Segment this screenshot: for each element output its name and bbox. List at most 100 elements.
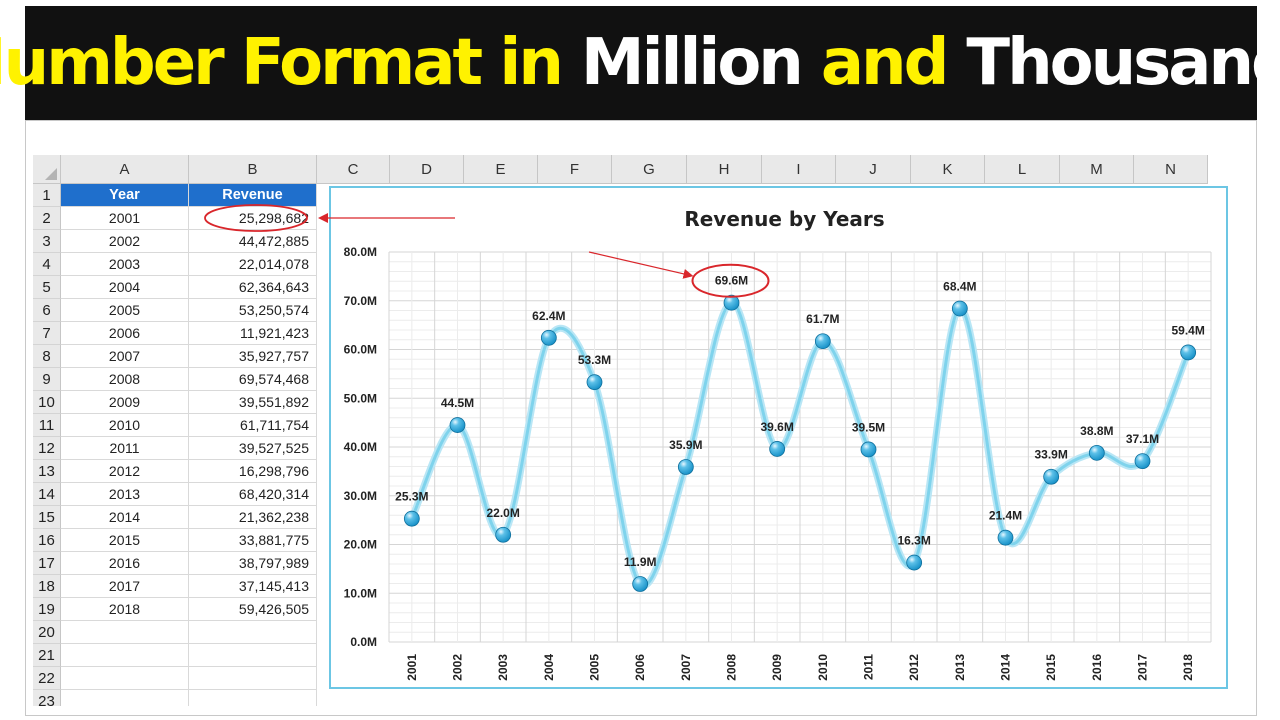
data-point[interactable] [632, 576, 649, 592]
cell-revenue[interactable]: 69,574,468 [189, 368, 317, 391]
data-point[interactable] [677, 459, 694, 475]
row-header-23[interactable]: 23 [33, 690, 61, 706]
cell-year[interactable]: 2017 [61, 575, 189, 598]
row-header-4[interactable]: 4 [33, 253, 61, 276]
cell-revenue[interactable]: 61,711,754 [189, 414, 317, 437]
row-header-3[interactable]: 3 [33, 230, 61, 253]
column-header-a[interactable]: A [61, 155, 189, 184]
column-header-c[interactable]: C [317, 155, 390, 184]
cell-year[interactable]: 2010 [61, 414, 189, 437]
cell-empty[interactable] [61, 644, 189, 667]
cell-year[interactable]: 2007 [61, 345, 189, 368]
row-header-15[interactable]: 15 [33, 506, 61, 529]
cell-year[interactable]: 2009 [61, 391, 189, 414]
cell-revenue[interactable]: 16,298,796 [189, 460, 317, 483]
row-header-2[interactable]: 2 [33, 207, 61, 230]
column-header-n[interactable]: N [1134, 155, 1208, 184]
cell-year[interactable]: 2005 [61, 299, 189, 322]
cell-year[interactable]: 2002 [61, 230, 189, 253]
row-header-16[interactable]: 16 [33, 529, 61, 552]
cell-empty[interactable] [189, 667, 317, 690]
row-header-21[interactable]: 21 [33, 644, 61, 667]
revenue-chart[interactable]: Revenue by Years 0.0M 10.0M 20.0M 30.0M 40.0M… [329, 186, 1228, 689]
cell-revenue[interactable]: 25,298,682 [189, 207, 317, 230]
select-all-corner[interactable] [33, 155, 61, 184]
row-header-14[interactable]: 14 [33, 483, 61, 506]
data-point[interactable] [906, 554, 923, 571]
data-point[interactable] [1043, 468, 1060, 485]
row-header-10[interactable]: 10 [33, 391, 61, 414]
cell-empty[interactable] [189, 644, 317, 667]
data-point[interactable] [1088, 444, 1105, 461]
cell-year[interactable]: 2006 [61, 322, 189, 345]
cell-empty[interactable] [61, 621, 189, 644]
cell-year[interactable]: 2008 [61, 368, 189, 391]
series-line[interactable] [410, 301, 1190, 588]
cell-revenue[interactable]: 21,362,238 [189, 506, 317, 529]
column-header-h[interactable]: H [687, 155, 762, 184]
cell-year[interactable]: 2004 [61, 276, 189, 299]
data-point[interactable] [540, 329, 557, 346]
cell-empty[interactable] [61, 690, 189, 706]
data-point[interactable] [586, 374, 603, 391]
row-header-1[interactable]: 1 [33, 184, 61, 207]
cell-header-year[interactable]: Year [61, 184, 189, 207]
cell-year[interactable]: 2014 [61, 506, 189, 529]
cell-empty[interactable] [61, 667, 189, 690]
data-point[interactable] [723, 294, 740, 311]
row-header-19[interactable]: 19 [33, 598, 61, 621]
column-header-j[interactable]: J [836, 155, 911, 184]
cell-empty[interactable] [189, 621, 317, 644]
row-header-5[interactable]: 5 [33, 276, 61, 299]
data-point[interactable] [997, 529, 1014, 546]
data-point[interactable] [495, 526, 512, 543]
data-point[interactable] [1180, 344, 1197, 361]
cell-revenue[interactable]: 62,364,643 [189, 276, 317, 299]
cell-year[interactable]: 2018 [61, 598, 189, 621]
cell-year[interactable]: 2012 [61, 460, 189, 483]
cell-year[interactable]: 2016 [61, 552, 189, 575]
cell-revenue[interactable]: 59,426,505 [189, 598, 317, 621]
row-header-6[interactable]: 6 [33, 299, 61, 322]
column-header-g[interactable]: G [612, 155, 687, 184]
row-header-7[interactable]: 7 [33, 322, 61, 345]
data-point[interactable] [860, 441, 877, 458]
cell-year[interactable]: 2001 [61, 207, 189, 230]
data-point[interactable] [814, 333, 831, 350]
row-header-18[interactable]: 18 [33, 575, 61, 598]
cell-revenue[interactable]: 33,881,775 [189, 529, 317, 552]
cell-year[interactable]: 2015 [61, 529, 189, 552]
column-header-l[interactable]: L [985, 155, 1060, 184]
cell-year[interactable]: 2011 [61, 437, 189, 460]
cell-revenue[interactable]: 35,927,757 [189, 345, 317, 368]
row-header-20[interactable]: 20 [33, 621, 61, 644]
data-point[interactable] [403, 510, 420, 527]
row-header-11[interactable]: 11 [33, 414, 61, 437]
cell-revenue[interactable]: 11,921,423 [189, 322, 317, 345]
row-header-8[interactable]: 8 [33, 345, 61, 368]
cell-header-revenue[interactable]: Revenue [189, 184, 317, 207]
data-point[interactable] [769, 441, 786, 457]
column-header-m[interactable]: M [1060, 155, 1134, 184]
cell-revenue[interactable]: 38,797,989 [189, 552, 317, 575]
column-header-b[interactable]: B [189, 155, 317, 184]
row-header-17[interactable]: 17 [33, 552, 61, 575]
row-header-22[interactable]: 22 [33, 667, 61, 690]
cell-revenue[interactable]: 22,014,078 [189, 253, 317, 276]
data-point[interactable] [449, 417, 466, 433]
cell-year[interactable]: 2003 [61, 253, 189, 276]
row-header-12[interactable]: 12 [33, 437, 61, 460]
cell-empty[interactable] [189, 690, 317, 706]
cell-revenue[interactable]: 39,527,525 [189, 437, 317, 460]
column-header-k[interactable]: K [911, 155, 985, 184]
cell-revenue[interactable]: 39,551,892 [189, 391, 317, 414]
row-header-13[interactable]: 13 [33, 460, 61, 483]
column-header-d[interactable]: D [390, 155, 464, 184]
cell-revenue[interactable]: 68,420,314 [189, 483, 317, 506]
column-header-i[interactable]: I [762, 155, 836, 184]
data-point[interactable] [1134, 453, 1151, 470]
cell-revenue[interactable]: 37,145,413 [189, 575, 317, 598]
data-point[interactable] [951, 300, 968, 317]
row-header-9[interactable]: 9 [33, 368, 61, 391]
column-header-f[interactable]: F [538, 155, 612, 184]
